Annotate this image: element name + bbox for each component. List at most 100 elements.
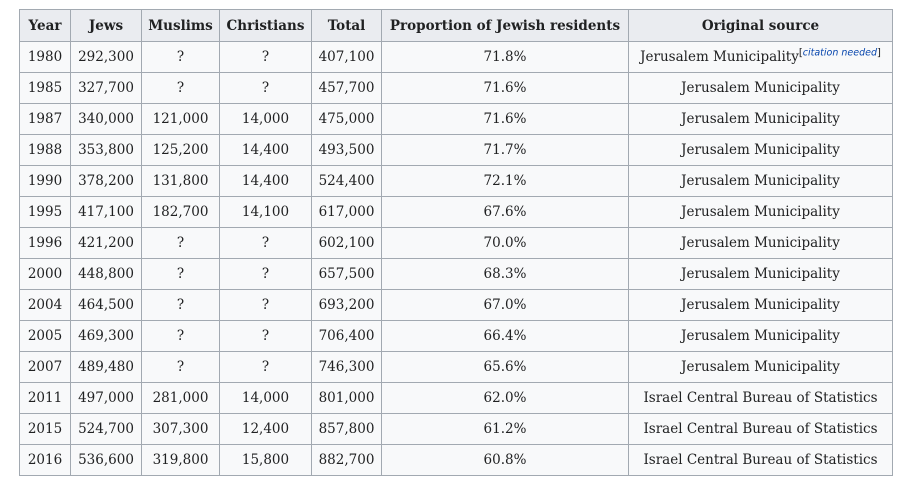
cell-muslims: ? [141, 258, 220, 290]
cell-christians: 14,100 [219, 196, 312, 228]
cell-proportion: 71.8% [381, 41, 629, 73]
table-row: 1987 340,000 121,000 14,000 475,000 71.6… [19, 103, 893, 135]
citation-open-bracket: [ [798, 47, 803, 59]
cell-jews: 417,100 [70, 196, 142, 228]
citation-close-bracket: ] [876, 47, 881, 59]
header-total: Total [311, 9, 382, 42]
cell-year: 1995 [19, 196, 71, 228]
table-row: 2004 464,500 ? ? 693,200 67.0% Jerusalem… [19, 289, 893, 321]
table-row: 1980 292,300 ? ? 407,100 71.8% Jerusalem… [19, 41, 893, 73]
cell-total: 857,800 [311, 413, 382, 445]
cell-total: 882,700 [311, 444, 382, 476]
population-table: Year Jews Muslims Christians Total Propo… [19, 9, 893, 476]
cell-christians: ? [219, 72, 312, 104]
cell-total: 475,000 [311, 103, 382, 135]
cell-total: 706,400 [311, 320, 382, 352]
cell-source: Israel Central Bureau of Statistics [628, 413, 893, 445]
source-text: Jerusalem Municipality [681, 80, 840, 96]
cell-christians: 12,400 [219, 413, 312, 445]
cell-christians: 14,400 [219, 134, 312, 166]
cell-jews: 536,600 [70, 444, 142, 476]
header-christians: Christians [219, 9, 312, 42]
cell-year: 2016 [19, 444, 71, 476]
cell-year: 2011 [19, 382, 71, 414]
cell-jews: 448,800 [70, 258, 142, 290]
cell-total: 457,700 [311, 72, 382, 104]
cell-muslims: ? [141, 320, 220, 352]
cell-christians: 14,400 [219, 165, 312, 197]
source-text: Jerusalem Municipality [681, 235, 840, 251]
cell-total: 617,000 [311, 196, 382, 228]
cell-proportion: 70.0% [381, 227, 629, 259]
header-muslims: Muslims [141, 9, 220, 42]
cell-christians: 15,800 [219, 444, 312, 476]
cell-source: Israel Central Bureau of Statistics [628, 444, 893, 476]
cell-muslims: ? [141, 41, 220, 73]
header-row: Year Jews Muslims Christians Total Propo… [19, 9, 893, 42]
header-proportion: Proportion of Jewish residents [381, 9, 629, 42]
cell-muslims: 125,200 [141, 134, 220, 166]
cell-muslims: 121,000 [141, 103, 220, 135]
table-row: 1988 353,800 125,200 14,400 493,500 71.7… [19, 134, 893, 166]
source-text: Jerusalem Municipality [681, 173, 840, 189]
cell-year: 2007 [19, 351, 71, 383]
cell-source: Jerusalem Municipality [628, 320, 893, 352]
cell-source: Jerusalem Municipality [628, 227, 893, 259]
cell-source: Jerusalem Municipality [628, 196, 893, 228]
cell-jews: 353,800 [70, 134, 142, 166]
cell-proportion: 67.6% [381, 196, 629, 228]
cell-jews: 378,200 [70, 165, 142, 197]
cell-total: 524,400 [311, 165, 382, 197]
cell-source: Jerusalem Municipality [628, 351, 893, 383]
cell-source: Jerusalem Municipality[citation needed] [628, 41, 893, 73]
source-text: Israel Central Bureau of Statistics [643, 452, 878, 468]
cell-muslims: 182,700 [141, 196, 220, 228]
cell-total: 693,200 [311, 289, 382, 321]
table-row: 1996 421,200 ? ? 602,100 70.0% Jerusalem… [19, 227, 893, 259]
cell-proportion: 62.0% [381, 382, 629, 414]
cell-source: Jerusalem Municipality [628, 103, 893, 135]
table-row: 2007 489,480 ? ? 746,300 65.6% Jerusalem… [19, 351, 893, 383]
cell-muslims: 131,800 [141, 165, 220, 197]
table-row: 2015 524,700 307,300 12,400 857,800 61.2… [19, 413, 893, 445]
cell-muslims: 319,800 [141, 444, 220, 476]
cell-total: 493,500 [311, 134, 382, 166]
header-year: Year [19, 9, 71, 42]
cell-total: 657,500 [311, 258, 382, 290]
citation-needed-link[interactable]: citation needed [802, 47, 877, 59]
cell-christians: ? [219, 351, 312, 383]
cell-jews: 524,700 [70, 413, 142, 445]
cell-year: 1990 [19, 165, 71, 197]
table-row: 2005 469,300 ? ? 706,400 66.4% Jerusalem… [19, 320, 893, 352]
cell-proportion: 60.8% [381, 444, 629, 476]
cell-jews: 292,300 [70, 41, 142, 73]
source-text: Israel Central Bureau of Statistics [643, 390, 878, 406]
cell-muslims: ? [141, 227, 220, 259]
source-text: Jerusalem Municipality [681, 111, 840, 127]
cell-proportion: 71.6% [381, 103, 629, 135]
header-jews: Jews [70, 9, 142, 42]
cell-christians: ? [219, 41, 312, 73]
cell-jews: 489,480 [70, 351, 142, 383]
cell-total: 801,000 [311, 382, 382, 414]
cell-jews: 464,500 [70, 289, 142, 321]
cell-year: 1987 [19, 103, 71, 135]
cell-jews: 469,300 [70, 320, 142, 352]
cell-proportion: 68.3% [381, 258, 629, 290]
cell-total: 746,300 [311, 351, 382, 383]
cell-year: 1996 [19, 227, 71, 259]
cell-muslims: 281,000 [141, 382, 220, 414]
cell-proportion: 71.6% [381, 72, 629, 104]
cell-christians: ? [219, 320, 312, 352]
cell-muslims: 307,300 [141, 413, 220, 445]
table-row: 2016 536,600 319,800 15,800 882,700 60.8… [19, 444, 893, 476]
source-text: Jerusalem Municipality [681, 297, 840, 313]
cell-year: 2015 [19, 413, 71, 445]
cell-christians: 14,000 [219, 382, 312, 414]
cell-year: 2004 [19, 289, 71, 321]
cell-muslims: ? [141, 289, 220, 321]
cell-source: Jerusalem Municipality [628, 289, 893, 321]
source-text: Jerusalem Municipality [681, 266, 840, 282]
source-text: Jerusalem Municipality [640, 49, 799, 65]
cell-christians: ? [219, 227, 312, 259]
